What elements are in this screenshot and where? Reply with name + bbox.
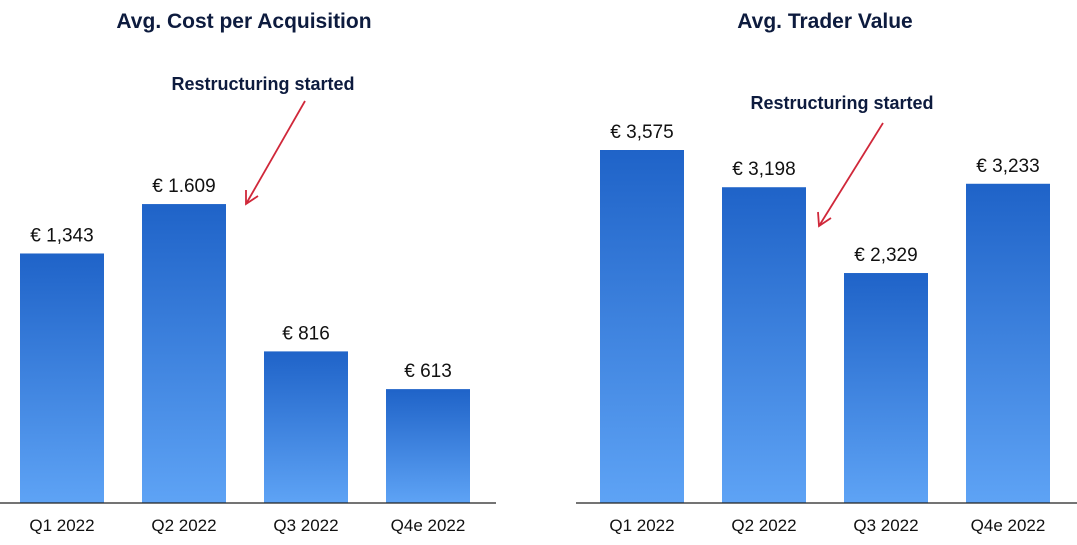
annotation-arrow <box>245 100 306 206</box>
data-label: € 1.609 <box>152 176 215 197</box>
bar-group: € 1,343 Q1 2022 € 1.609 Q2 2022 € 816 Q3 2022… <box>20 176 470 535</box>
x-tick-label: Q3 2022 <box>853 516 918 535</box>
x-tick-label: Q1 2022 <box>609 516 674 535</box>
chart-title: Avg. Trader Value <box>737 10 912 33</box>
data-label: € 3,233 <box>976 156 1039 177</box>
bar-q1-2022 <box>600 150 684 503</box>
chart-trader-value: Avg. Trader Value Restructuring started … <box>576 10 1077 535</box>
chart-cost-per-acquisition: Avg. Cost per Acquisition Restructuring … <box>0 10 496 535</box>
annotation-arrow <box>817 122 884 228</box>
bar-group: € 3,575 Q1 2022 € 3,198 Q2 2022 € 2,329 Q3 20… <box>600 122 1050 535</box>
data-label: € 613 <box>404 361 452 382</box>
bar-q2-2022 <box>722 187 806 503</box>
bar-q3-2022 <box>264 351 348 503</box>
bar-q2-2022 <box>142 204 226 503</box>
data-label: € 816 <box>282 323 330 344</box>
x-tick-label: Q4e 2022 <box>971 516 1046 535</box>
x-tick-label: Q3 2022 <box>273 516 338 535</box>
x-tick-label: Q2 2022 <box>151 516 216 535</box>
bar-q4e-2022 <box>966 183 1050 503</box>
x-tick-label: Q2 2022 <box>731 516 796 535</box>
data-label: € 1,343 <box>30 225 93 246</box>
bar-q1-2022 <box>20 253 104 503</box>
data-label: € 3,198 <box>732 159 795 180</box>
annotation-label: Restructuring started <box>171 74 354 94</box>
annotation-label: Restructuring started <box>750 93 933 113</box>
x-tick-label: Q1 2022 <box>29 516 94 535</box>
data-label: € 2,329 <box>854 245 917 266</box>
bar-q4e-2022 <box>386 389 470 503</box>
data-label: € 3,575 <box>610 122 673 143</box>
chart-title: Avg. Cost per Acquisition <box>116 10 371 33</box>
x-tick-label: Q4e 2022 <box>391 516 466 535</box>
bar-q3-2022 <box>844 273 928 503</box>
